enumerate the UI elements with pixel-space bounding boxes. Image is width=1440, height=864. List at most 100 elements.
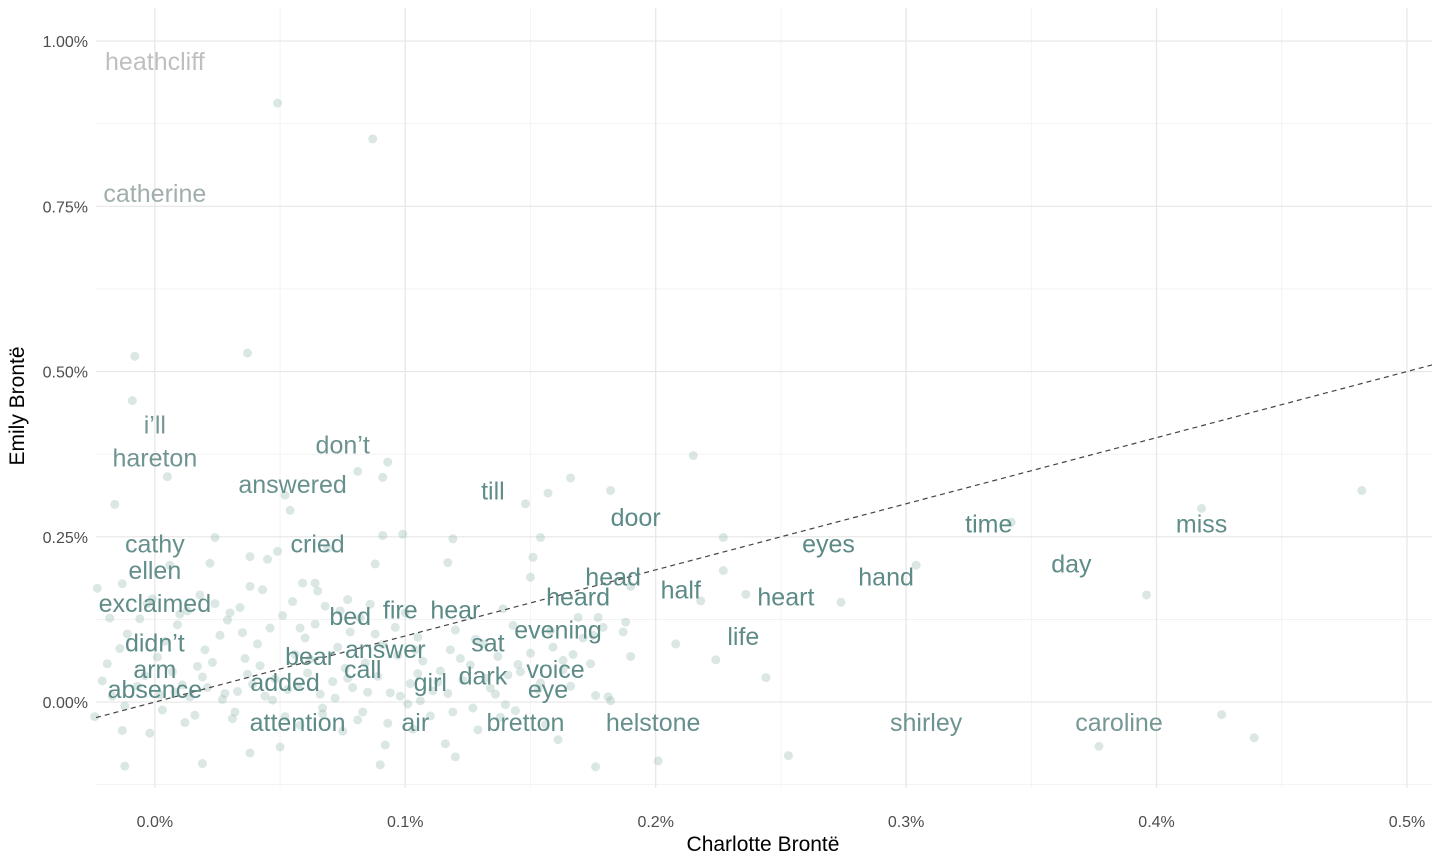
x-axis-ticks: 0.0% 0.1% 0.2% 0.3% 0.4% 0.5%	[137, 814, 1426, 831]
word-label: life	[727, 623, 759, 651]
data-point	[548, 642, 558, 652]
data-point	[718, 566, 728, 576]
data-point	[393, 650, 403, 660]
data-point	[245, 552, 255, 562]
data-point	[541, 720, 551, 730]
data-point	[255, 661, 265, 671]
data-point	[566, 473, 576, 483]
word-label: don’t	[316, 431, 370, 459]
word-label: eyes	[802, 530, 855, 558]
word-label: evening	[514, 616, 602, 644]
word-label: hareton	[112, 444, 197, 472]
data-point	[478, 639, 488, 649]
word-label: call	[344, 656, 382, 684]
data-point	[543, 488, 553, 498]
data-point	[243, 669, 253, 679]
data-point	[525, 572, 535, 582]
x-tick-label: 0.3%	[888, 814, 924, 831]
word-label: girl	[414, 669, 447, 697]
data-point	[313, 586, 323, 596]
data-point	[343, 595, 353, 605]
data-point	[368, 134, 378, 144]
word-label: head	[585, 563, 641, 591]
x-tick-label: 0.1%	[387, 814, 423, 831]
data-point	[558, 665, 568, 675]
data-point	[160, 636, 170, 646]
data-point	[403, 699, 413, 709]
word-label: absence	[108, 676, 203, 704]
data-point	[408, 724, 418, 734]
data-point	[410, 645, 420, 655]
data-point	[355, 613, 365, 623]
data-point	[232, 686, 242, 696]
data-point	[230, 707, 240, 717]
data-point	[528, 552, 538, 562]
data-point	[132, 681, 142, 691]
data-point	[310, 578, 320, 588]
word-label: eye	[528, 676, 568, 704]
data-point	[273, 98, 283, 108]
data-point	[280, 490, 290, 500]
data-point	[235, 603, 245, 613]
data-point	[157, 705, 167, 715]
data-point	[480, 673, 490, 683]
data-point	[90, 712, 100, 722]
data-point	[363, 687, 373, 697]
data-point	[443, 558, 453, 568]
data-point	[520, 499, 530, 509]
data-point	[378, 472, 388, 482]
data-point	[390, 622, 400, 632]
data-point	[140, 671, 150, 681]
word-label: fire	[383, 597, 418, 625]
data-point	[220, 688, 230, 698]
data-point	[370, 559, 380, 569]
data-point	[440, 739, 450, 749]
data-point	[621, 617, 631, 627]
word-label: caroline	[1075, 709, 1163, 737]
data-point	[428, 686, 438, 696]
data-point	[445, 645, 455, 655]
data-point	[500, 700, 510, 710]
data-point	[761, 673, 771, 683]
data-point	[415, 696, 425, 706]
data-point	[578, 633, 588, 643]
word-label: shirley	[890, 709, 963, 737]
x-tick-label: 0.4%	[1138, 814, 1174, 831]
data-point	[398, 529, 408, 539]
word-label: answer	[345, 636, 426, 664]
x-tick-label: 0.5%	[1389, 814, 1425, 831]
data-point	[318, 709, 328, 719]
word-label: exclaimed	[99, 590, 212, 618]
word-label: air	[401, 709, 429, 737]
data-point	[546, 626, 556, 636]
data-point	[1217, 710, 1227, 720]
data-point	[207, 657, 217, 667]
data-point	[273, 546, 283, 556]
minor-gridlines	[96, 8, 1432, 788]
y-axis-ticks: 0.00% 0.25% 0.50% 0.75% 1.00%	[43, 34, 88, 712]
x-tick-label: 0.2%	[637, 814, 673, 831]
data-point	[197, 759, 207, 769]
y-tick-label: 1.00%	[43, 34, 88, 51]
data-point	[97, 676, 107, 686]
data-point	[340, 663, 350, 673]
data-point	[395, 691, 405, 701]
data-point	[172, 620, 182, 630]
data-point	[335, 606, 345, 616]
data-point	[370, 629, 380, 639]
data-point	[210, 532, 220, 542]
y-tick-label: 0.75%	[43, 199, 88, 216]
data-point	[558, 655, 568, 665]
word-label: didn’t	[125, 630, 185, 658]
data-point	[260, 691, 270, 701]
data-point	[263, 554, 273, 564]
data-point	[503, 670, 513, 680]
data-point	[290, 649, 300, 659]
data-point	[348, 683, 358, 693]
data-point	[513, 659, 523, 669]
data-point	[618, 627, 628, 637]
data-point	[323, 543, 333, 553]
data-point	[210, 599, 220, 609]
data-point	[533, 685, 543, 695]
word-label: miss	[1176, 511, 1227, 539]
